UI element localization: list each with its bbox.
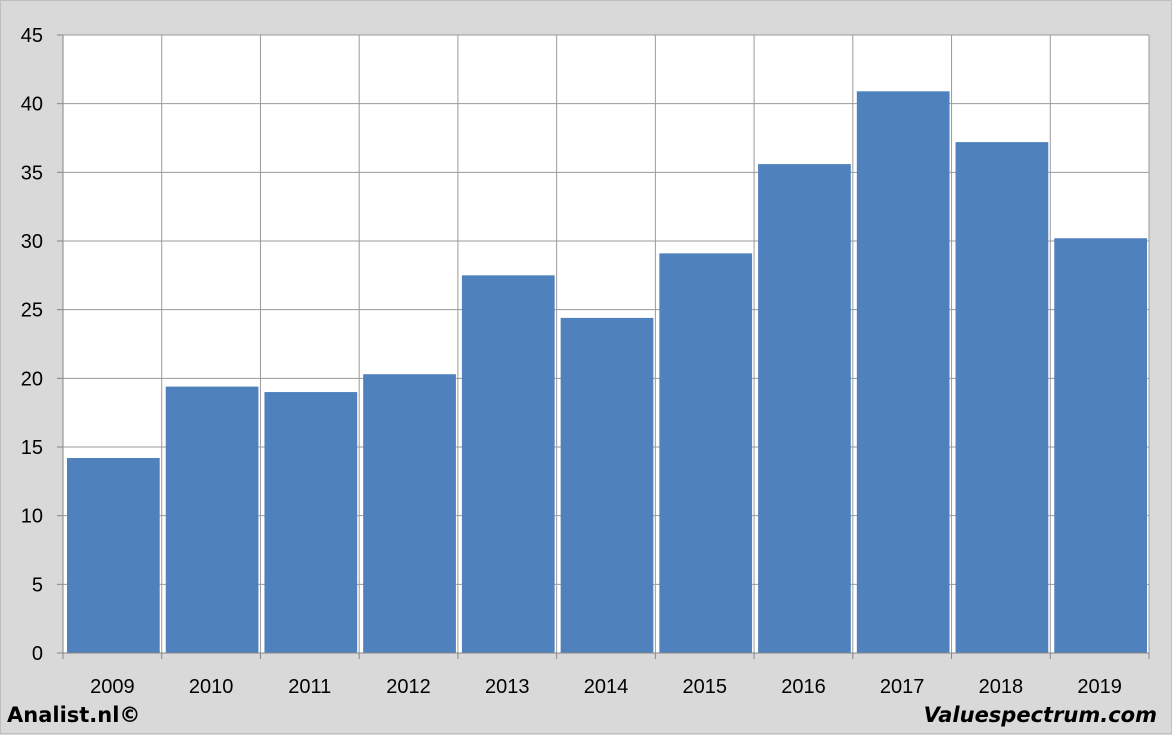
- x-tick-label: 2018: [979, 676, 1024, 698]
- bar-2013: [461, 275, 555, 653]
- watermark-label: Valuespectrum.com: [923, 703, 1157, 727]
- bar-2009: [67, 457, 160, 653]
- x-tick-label: 2010: [189, 676, 234, 698]
- bars: [67, 91, 1147, 654]
- source-label: Analist.nl©: [7, 703, 141, 727]
- x-tick-label: 2019: [1077, 676, 1122, 698]
- bar-2019: [1054, 238, 1147, 653]
- x-tick-label: 2015: [682, 676, 727, 698]
- bar-2010: [165, 386, 259, 653]
- x-tick-label: 2011: [288, 676, 331, 698]
- y-tick-label: 25: [21, 300, 43, 322]
- bar-2018: [955, 142, 1049, 653]
- bar-2014: [560, 317, 654, 653]
- x-tick-label: 2009: [90, 676, 135, 698]
- y-tick-label: 15: [21, 437, 43, 459]
- y-tick-label: 5: [32, 574, 43, 596]
- bar-2012: [363, 374, 456, 653]
- bar-2015: [659, 253, 753, 654]
- bar-2017: [856, 91, 950, 654]
- axes: [57, 34, 1150, 659]
- x-tick-label: 2017: [880, 676, 925, 698]
- x-tick-label: 2014: [584, 676, 629, 698]
- x-tick-labels: 2009 2010 2011 2012 2013 2014 2015 2016 2017 2018…: [90, 676, 1122, 698]
- y-tick-labels: 0 5 10 15 20 25 30 35 40 45: [21, 25, 43, 665]
- y-tick-label: 20: [21, 368, 43, 390]
- y-tick-label: 0: [32, 643, 43, 665]
- bar-2016: [758, 164, 851, 654]
- x-tick-label: 2012: [386, 676, 431, 698]
- y-tick-label: 30: [21, 231, 43, 253]
- x-tick-label: 2016: [781, 676, 826, 698]
- y-tick-label: 40: [21, 94, 43, 116]
- y-tick-label: 35: [21, 162, 43, 184]
- y-tick-label: 45: [21, 25, 43, 47]
- y-tick-label: 10: [21, 506, 43, 528]
- x-tick-label: 2013: [485, 676, 530, 698]
- bar-2011: [264, 392, 358, 653]
